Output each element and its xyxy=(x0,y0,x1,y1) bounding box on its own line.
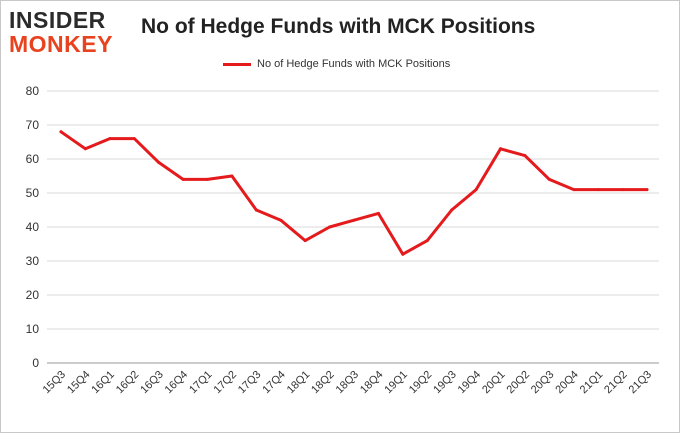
chart-legend: No of Hedge Funds with MCK Positions xyxy=(223,57,450,71)
data-point xyxy=(132,137,136,141)
data-point xyxy=(450,208,454,212)
legend-label: No of Hedge Funds with MCK Positions xyxy=(257,58,451,70)
data-point xyxy=(303,239,307,243)
y-tick-label: 30 xyxy=(26,254,40,268)
x-tick-label: 20Q4 xyxy=(553,369,581,397)
x-tick-label: 15Q4 xyxy=(65,369,93,397)
data-point xyxy=(474,188,478,192)
y-tick-label: 50 xyxy=(26,186,40,200)
x-tick-label: 16Q2 xyxy=(114,369,142,397)
data-point xyxy=(645,188,649,192)
insider-monkey-logo: INSIDER MONKEY xyxy=(9,5,129,57)
data-point xyxy=(230,174,234,178)
y-tick-label: 0 xyxy=(32,356,39,370)
data-point xyxy=(254,208,258,212)
y-tick-label: 60 xyxy=(26,152,40,166)
data-point xyxy=(499,147,502,151)
data-point xyxy=(523,154,527,158)
x-tick-label: 20Q1 xyxy=(480,369,508,397)
x-tick-label: 17Q1 xyxy=(187,369,215,397)
x-tick-label: 18Q1 xyxy=(285,369,313,397)
y-tick-label: 80 xyxy=(26,84,40,98)
grid-lines xyxy=(47,90,659,364)
x-tick-label: 19Q2 xyxy=(407,369,435,397)
x-tick-label: 16Q4 xyxy=(163,369,191,397)
x-tick-label: 17Q4 xyxy=(260,369,288,397)
data-point xyxy=(108,137,112,141)
data-point xyxy=(572,188,576,192)
data-point xyxy=(181,177,185,181)
data-point xyxy=(279,218,283,222)
data-point xyxy=(547,177,551,181)
data-point xyxy=(59,130,63,134)
x-tick-label: 20Q2 xyxy=(505,369,533,397)
x-tick-label: 19Q1 xyxy=(382,369,410,397)
x-tick-label: 21Q2 xyxy=(602,369,630,397)
data-point xyxy=(596,188,600,192)
data-point xyxy=(83,147,87,151)
x-tick-label: 21Q1 xyxy=(578,369,606,397)
data-point xyxy=(376,211,380,215)
data-point xyxy=(621,188,625,192)
x-tick-label: 18Q2 xyxy=(309,369,337,397)
x-tick-label: 19Q3 xyxy=(431,369,459,397)
x-tick-label: 16Q1 xyxy=(89,369,117,397)
x-axis-ticks: 15Q315Q416Q116Q216Q316Q417Q117Q217Q317Q4… xyxy=(41,369,655,397)
data-point xyxy=(157,160,161,164)
series-group xyxy=(59,130,649,256)
y-tick-label: 20 xyxy=(26,288,40,302)
y-axis-ticks: 0 10 20 30 40 50 60 70 80 xyxy=(26,84,40,370)
y-tick-label: 70 xyxy=(26,118,40,132)
x-tick-label: 21Q3 xyxy=(627,369,655,397)
data-point xyxy=(401,252,405,256)
y-tick-label: 10 xyxy=(26,322,40,336)
logo-text-monkey: MONKEY xyxy=(9,31,113,57)
y-tick-label: 40 xyxy=(26,220,40,234)
logo-text-insider: INSIDER xyxy=(9,7,106,33)
data-point xyxy=(328,225,332,229)
x-tick-label: 18Q3 xyxy=(334,369,362,397)
chart-title: No of Hedge Funds with MCK Positions xyxy=(141,15,536,38)
legend-swatch xyxy=(223,62,251,66)
x-tick-label: 19Q4 xyxy=(456,369,484,397)
x-tick-label: 18Q4 xyxy=(358,369,386,397)
data-point xyxy=(425,239,429,243)
x-tick-label: 20Q3 xyxy=(529,369,557,397)
data-point xyxy=(206,177,209,181)
x-tick-label: 15Q3 xyxy=(41,369,69,397)
x-tick-label: 17Q3 xyxy=(236,369,264,397)
x-tick-label: 16Q3 xyxy=(138,369,166,397)
data-point xyxy=(352,218,356,222)
x-tick-label: 17Q2 xyxy=(212,369,240,397)
